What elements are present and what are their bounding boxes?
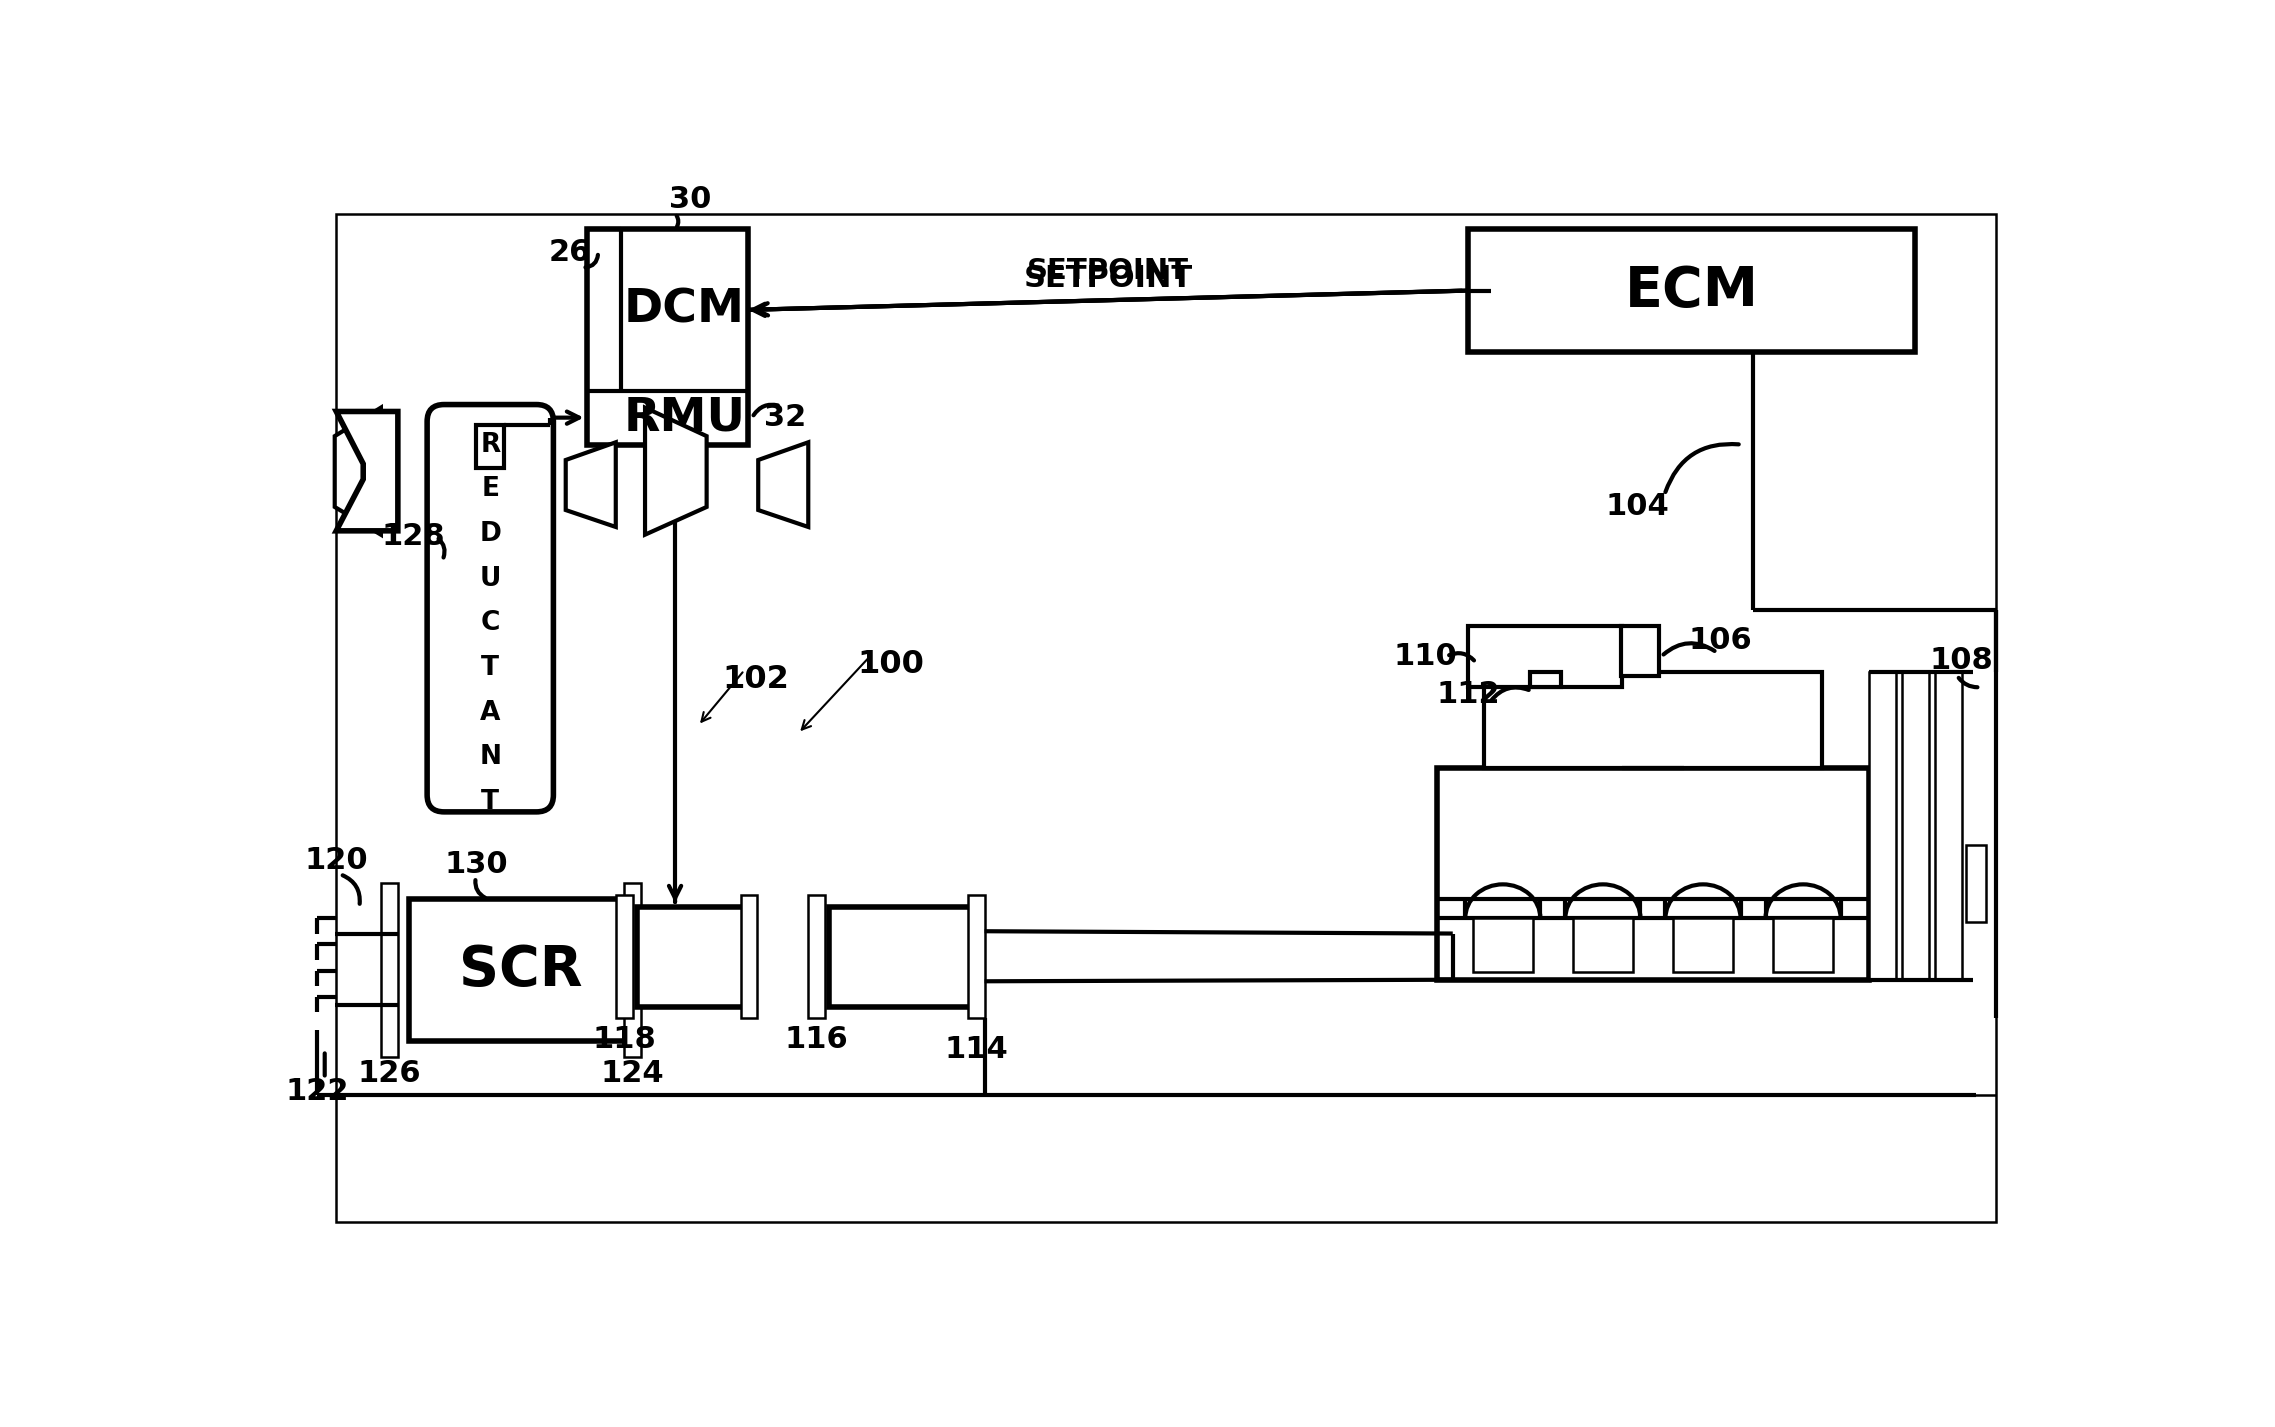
Text: 102: 102 (723, 664, 789, 695)
Text: A: A (480, 699, 500, 725)
Bar (1772, 918, 1834, 972)
Bar (1483, 672, 1822, 768)
Text: 116: 116 (785, 1025, 849, 1053)
Bar (1438, 768, 1868, 980)
Text: 100: 100 (858, 648, 924, 679)
Bar (808, 895, 826, 1019)
Polygon shape (337, 411, 398, 531)
Bar (587, 228, 748, 445)
Text: 130: 130 (444, 849, 507, 879)
Text: 106: 106 (1688, 626, 1752, 655)
Text: 108: 108 (1929, 645, 1993, 675)
Text: N: N (480, 745, 500, 771)
Bar (1620, 625, 1658, 675)
Polygon shape (566, 442, 617, 527)
Bar (617, 895, 632, 1019)
Text: U: U (480, 565, 500, 592)
Bar (1902, 672, 1929, 980)
Text: 104: 104 (1606, 492, 1670, 521)
Bar (1467, 625, 1622, 688)
Text: 32: 32 (764, 404, 805, 432)
Text: R: R (480, 431, 500, 458)
Polygon shape (646, 408, 708, 535)
Bar (742, 895, 758, 1019)
Text: RMU: RMU (623, 395, 746, 440)
Text: SETPOINT: SETPOINT (1024, 264, 1192, 293)
Text: D: D (480, 521, 500, 547)
Text: 110: 110 (1395, 642, 1458, 671)
Bar (1672, 918, 1734, 972)
Bar (380, 883, 398, 1057)
Text: T: T (482, 789, 498, 815)
Bar (410, 899, 632, 1042)
Text: 124: 124 (601, 1059, 664, 1089)
Text: T: T (482, 655, 498, 681)
Bar (475, 425, 505, 468)
Text: 128: 128 (382, 522, 446, 551)
Polygon shape (758, 442, 808, 527)
Text: 118: 118 (592, 1025, 655, 1053)
Text: 120: 120 (305, 846, 369, 875)
Bar (1934, 672, 1961, 980)
Bar (637, 906, 744, 1006)
Bar (967, 895, 985, 1019)
Text: 114: 114 (944, 1035, 1008, 1063)
Bar (1472, 918, 1533, 972)
Text: DCM: DCM (623, 287, 744, 332)
Bar (623, 883, 642, 1057)
Polygon shape (334, 408, 380, 535)
Text: 30: 30 (669, 186, 712, 214)
Text: 122: 122 (284, 1077, 348, 1106)
Text: E: E (482, 477, 498, 502)
Bar (828, 906, 971, 1006)
Text: 26: 26 (548, 237, 592, 267)
Bar (1966, 845, 1986, 922)
Text: SETPOINT: SETPOINT (1028, 257, 1190, 285)
Text: 126: 126 (357, 1059, 421, 1089)
Text: ECM: ECM (1624, 264, 1759, 318)
Bar (1467, 228, 1916, 352)
Bar (1868, 672, 1895, 980)
Bar (1529, 672, 1561, 688)
Text: C: C (480, 611, 500, 636)
Text: SCR: SCR (460, 943, 582, 997)
Text: 112: 112 (1436, 681, 1499, 709)
Bar (1572, 918, 1633, 972)
FancyBboxPatch shape (428, 404, 553, 812)
